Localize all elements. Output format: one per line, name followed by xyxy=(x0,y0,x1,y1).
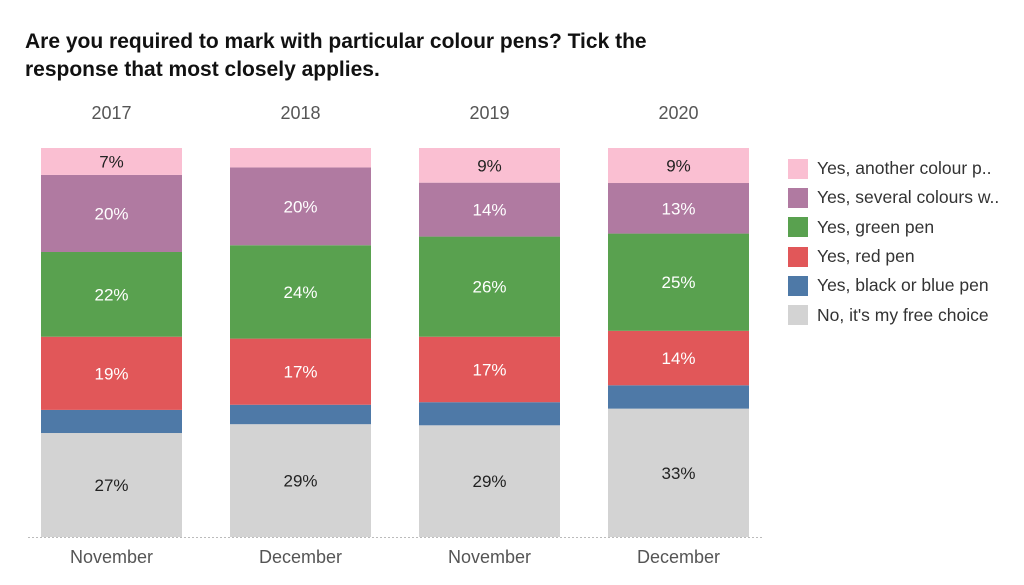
bar-segment xyxy=(41,433,182,537)
legend-item: No, it's my free choice xyxy=(788,300,999,329)
legend-item: Yes, red pen xyxy=(788,242,999,271)
bar-segment xyxy=(230,338,371,405)
chart-title: Are you required to mark with particular… xyxy=(25,30,647,81)
legend-swatch xyxy=(788,246,808,267)
data-label: 14% xyxy=(472,201,506,220)
data-label: 27% xyxy=(94,476,128,495)
data-label: 22% xyxy=(94,285,128,304)
x-tick-label: November xyxy=(70,547,153,567)
legend-swatch xyxy=(788,217,808,238)
data-label: 29% xyxy=(472,472,506,491)
legend-item: Yes, several colours w.. xyxy=(788,183,999,212)
data-label: 7% xyxy=(99,152,124,171)
bar-segment xyxy=(230,245,371,339)
data-label: 13% xyxy=(661,199,695,218)
data-label: 17% xyxy=(283,363,317,382)
bar-segment xyxy=(41,409,182,434)
bar-segment xyxy=(419,402,560,426)
bar-segment xyxy=(41,336,182,410)
x-tick-label: December xyxy=(637,547,720,567)
year-header: 2018 xyxy=(280,103,320,123)
bar-segment xyxy=(41,251,182,337)
bar-segment xyxy=(419,425,560,537)
legend-label: Yes, another colour p.. xyxy=(817,158,992,179)
legend-swatch xyxy=(788,275,808,296)
data-label: 14% xyxy=(661,349,695,368)
legend-label: Yes, several colours w.. xyxy=(817,187,1000,208)
legend-label: No, it's my free choice xyxy=(817,304,989,325)
legend-item: Yes, green pen xyxy=(788,213,999,242)
legend-swatch xyxy=(788,158,808,179)
bar-segment xyxy=(419,336,560,403)
data-label: 9% xyxy=(477,156,502,175)
data-label: 9% xyxy=(666,157,691,176)
x-tick-label: November xyxy=(448,547,531,567)
bar-segment xyxy=(608,330,749,386)
bar-segment xyxy=(230,404,371,425)
legend-label: Yes, red pen xyxy=(817,246,915,267)
data-label: 33% xyxy=(661,464,695,483)
bar-segment xyxy=(41,174,182,252)
year-header: 2017 xyxy=(91,103,131,123)
legend-swatch xyxy=(788,187,808,208)
bar-segment xyxy=(419,182,560,237)
legend: Yes, another colour p.. Yes, several colo… xyxy=(788,154,999,330)
data-label: 19% xyxy=(94,364,128,383)
data-label: 29% xyxy=(283,472,317,491)
data-label: 26% xyxy=(472,278,506,297)
data-label: 20% xyxy=(283,197,317,216)
legend-item: Yes, another colour p.. xyxy=(788,154,999,183)
bar-segment xyxy=(230,148,371,168)
bar-segment xyxy=(419,148,560,183)
bar-segment xyxy=(608,408,749,537)
legend-label: Yes, black or blue pen xyxy=(817,275,989,296)
bar-segment xyxy=(608,233,749,331)
bar-segment xyxy=(608,183,749,234)
year-header: 2019 xyxy=(469,103,509,123)
bar-segment xyxy=(41,148,182,175)
bar-segment xyxy=(230,167,371,246)
x-tick-label: December xyxy=(259,547,342,567)
data-label: 20% xyxy=(94,204,128,223)
year-header: 2020 xyxy=(658,103,698,123)
legend-item: Yes, black or blue pen xyxy=(788,271,999,300)
bar-segment xyxy=(230,424,371,537)
legend-swatch xyxy=(788,305,808,326)
bar-segment xyxy=(419,236,560,337)
data-label: 25% xyxy=(661,273,695,292)
data-label: 24% xyxy=(283,283,317,302)
bar-segment xyxy=(608,148,749,184)
data-label: 17% xyxy=(472,360,506,379)
legend-label: Yes, green pen xyxy=(817,216,935,237)
bar-segment xyxy=(608,385,749,409)
